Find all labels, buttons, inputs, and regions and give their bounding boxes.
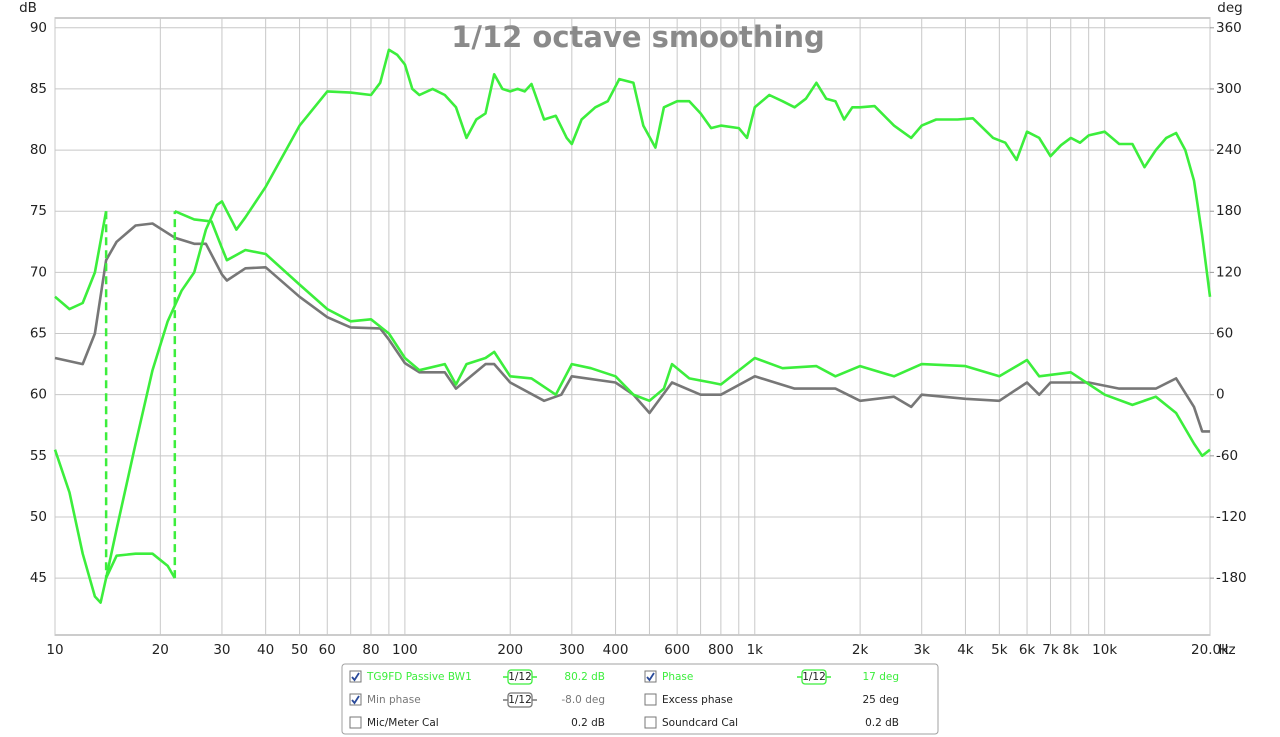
legend-readout: 25 deg: [863, 694, 900, 706]
y2-tick-label: -60: [1216, 448, 1238, 464]
legend-label: Soundcard Cal: [662, 717, 738, 729]
y-tick-label: 45: [30, 570, 47, 586]
y2-tick-label: 360: [1216, 20, 1242, 36]
series-line: [53, 48, 1212, 604]
checkmark: [351, 672, 360, 682]
x-tick-label: 6k: [1019, 642, 1036, 658]
legend-entry[interactable]: TG9FD Passive BW1 1/12 80.2 dB: [349, 669, 605, 685]
legend-panel: [341, 663, 939, 735]
chart-title: 1/12 octave smoothing: [451, 20, 825, 54]
legend-entry[interactable]: Min phase 1/12 -8.0 deg: [349, 692, 605, 708]
x-tick-label: 10k: [1092, 642, 1117, 658]
series-line: [54, 210, 108, 311]
series-line: [54, 222, 1210, 433]
y-tick-label: 80: [30, 142, 47, 158]
legend-readout: -8.0 deg: [561, 694, 605, 706]
smoothing-label: 1/12: [508, 694, 532, 706]
y2-tick-label: -180: [1216, 570, 1247, 586]
checkmark: [646, 672, 655, 682]
x-tick-label: 400: [603, 642, 629, 658]
x-tick-label: 80: [362, 642, 379, 658]
x-tick-label: 4k: [957, 642, 974, 658]
y2-tick-label: -120: [1216, 509, 1247, 525]
x-tick-label: 7k: [1042, 642, 1059, 658]
checkbox[interactable]: [349, 670, 362, 683]
plot-lines: [53, 48, 1212, 604]
legend-entry[interactable]: Excess phase 25 deg: [644, 693, 900, 706]
x-tick-label: 5k: [991, 642, 1008, 658]
smoothing-icon: [507, 692, 533, 708]
legend-label: Mic/Meter Cal: [367, 717, 439, 729]
y2-tick-label: 120: [1216, 264, 1242, 280]
y2-tick-label: 0: [1216, 387, 1225, 403]
legend-entry[interactable]: Phase 1/12 17 deg: [644, 669, 900, 685]
y2-tick-label: 60: [1216, 326, 1233, 342]
x-tick-label: 60: [319, 642, 336, 658]
x-tick-label: 100: [392, 642, 418, 658]
smoothing-icon: [801, 669, 827, 685]
x-tick-label: 40: [257, 642, 274, 658]
y-tick-label: 65: [30, 326, 47, 342]
x-tick-label: 1k: [747, 642, 764, 658]
y2-tick-label: 300: [1216, 81, 1242, 97]
x-unit-label: Hz: [1218, 642, 1235, 658]
checkbox[interactable]: [644, 716, 657, 729]
legend: TG9FD Passive BW1 1/12 80.2 dB Phase 1/12 17 …: [349, 669, 900, 729]
x-tick-label: 30: [213, 642, 230, 658]
x-tick-label: 20.0k: [1191, 642, 1229, 658]
legend-entry[interactable]: Soundcard Cal 0.2 dB: [644, 716, 899, 729]
y-tick-label: 90: [30, 20, 47, 36]
checkbox[interactable]: [644, 693, 657, 706]
legend-entry[interactable]: Mic/Meter Cal 0.2 dB: [349, 716, 605, 729]
checkmark: [351, 695, 360, 705]
legend-label: Min phase: [367, 694, 421, 706]
y2-tick-label: 180: [1216, 203, 1242, 219]
plot-frame: [54, 17, 1211, 636]
x-tick-label: 200: [497, 642, 523, 658]
y-axis-label: dB: [19, 0, 37, 16]
x-tick-label: 20: [152, 642, 169, 658]
legend-readout: 0.2 dB: [571, 717, 605, 729]
series-line: [104, 552, 176, 579]
legend-readout: 0.2 dB: [865, 717, 899, 729]
x-tick-label: 800: [708, 642, 734, 658]
y-tick-label: 75: [30, 203, 47, 219]
y-tick-label: 50: [30, 509, 47, 525]
legend-readout: 80.2 dB: [564, 671, 605, 683]
y-tick-label: 60: [30, 387, 47, 403]
checkbox[interactable]: [349, 693, 362, 706]
legend-label: Phase: [662, 671, 693, 683]
smoothing-label: 1/12: [802, 671, 826, 683]
legend-label: Excess phase: [662, 694, 733, 706]
legend-readout: 17 deg: [863, 671, 900, 683]
y-tick-label: 85: [30, 81, 47, 97]
x-tick-label: 600: [664, 642, 690, 658]
x-tick-label: 2k: [852, 642, 869, 658]
y-tick-label: 70: [30, 264, 47, 280]
grid: 10 20 30 40 50 60 80 100 200 300 400 600 800 1k 2k 3k 4k…: [30, 17, 1247, 658]
checkbox[interactable]: [349, 716, 362, 729]
x-tick-label: 50: [291, 642, 308, 658]
x-tick-label: 10: [46, 642, 63, 658]
x-tick-label: 3k: [914, 642, 931, 658]
smoothing-icon: [507, 669, 533, 685]
legend-label: TG9FD Passive BW1: [366, 671, 472, 683]
checkbox[interactable]: [644, 670, 657, 683]
y2-tick-label: 240: [1216, 142, 1242, 158]
x-tick-label: 8k: [1063, 642, 1080, 658]
y2-axis-label: deg: [1217, 0, 1242, 16]
smoothing-label: 1/12: [508, 671, 532, 683]
series-line: [174, 210, 1211, 458]
x-tick-label: 300: [559, 642, 585, 658]
y-tick-label: 55: [30, 448, 47, 464]
